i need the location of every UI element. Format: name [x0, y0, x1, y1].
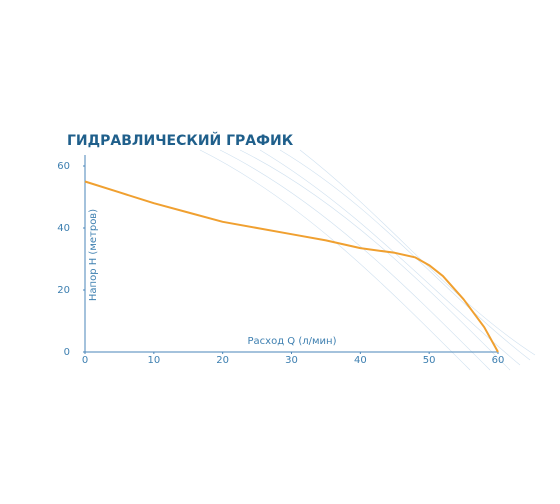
x-tick-label: 10: [147, 355, 160, 366]
y-tick-label: 0: [64, 347, 70, 358]
y-tick-label: 60: [57, 161, 70, 172]
x-tick-label: 20: [216, 355, 229, 366]
x-tick-label: 0: [82, 355, 88, 366]
x-tick-label: 40: [354, 355, 367, 366]
y-tick-label: 20: [57, 285, 70, 296]
y-axis-label: Напор Н (метров): [88, 209, 99, 301]
x-tick-label: 30: [285, 355, 298, 366]
chart-title: ГИДРАВЛИЧЕСКИЙ ГРАФИК: [67, 132, 294, 149]
line: [84, 180, 499, 353]
x-axis-label: Расход Q (л/мин): [248, 336, 337, 347]
y-tick-label: 40: [57, 223, 70, 234]
x-tick-label: 50: [423, 355, 436, 366]
decoration: [199, 149, 536, 371]
x-tick-label: 60: [492, 355, 505, 366]
